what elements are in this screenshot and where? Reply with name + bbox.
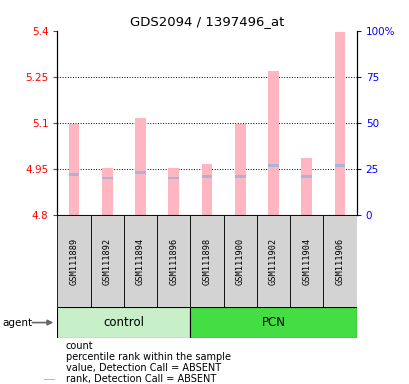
Text: GSM111896: GSM111896 [169, 237, 178, 285]
Bar [69, 173, 79, 176]
Bar [267, 164, 278, 167]
Bar [223, 215, 256, 307]
Bar [57, 215, 90, 307]
Bar [301, 158, 311, 215]
Bar [69, 124, 79, 215]
Bar [135, 171, 146, 174]
Bar [201, 164, 212, 215]
Text: GSM111898: GSM111898 [202, 237, 211, 285]
Text: value, Detection Call = ABSENT: value, Detection Call = ABSENT [65, 363, 220, 373]
Bar [301, 175, 311, 177]
Bar [168, 168, 179, 215]
Text: rank, Detection Call = ABSENT: rank, Detection Call = ABSENT [65, 374, 216, 384]
Bar [57, 307, 190, 338]
Bar [102, 177, 112, 179]
Text: PCN: PCN [261, 316, 285, 329]
Text: GSM111904: GSM111904 [301, 237, 310, 285]
Title: GDS2094 / 1397496_at: GDS2094 / 1397496_at [130, 15, 283, 28]
Text: GSM111906: GSM111906 [335, 237, 344, 285]
Bar [157, 215, 190, 307]
Bar [290, 215, 323, 307]
Text: control: control [103, 316, 144, 329]
Text: GSM111902: GSM111902 [268, 237, 277, 285]
Bar [334, 164, 344, 167]
Text: GSM111889: GSM111889 [70, 237, 79, 285]
Text: GSM111900: GSM111900 [235, 237, 244, 285]
Text: GSM111892: GSM111892 [103, 237, 112, 285]
Bar [334, 32, 344, 215]
Bar [201, 175, 212, 177]
Bar [135, 118, 146, 215]
Bar [234, 175, 245, 177]
Bar [90, 215, 124, 307]
Bar [124, 215, 157, 307]
Bar [256, 215, 290, 307]
Text: count: count [65, 341, 93, 351]
Bar [267, 71, 278, 215]
Bar [190, 307, 356, 338]
Bar [102, 168, 112, 215]
Bar [323, 215, 356, 307]
Text: GSM111894: GSM111894 [136, 237, 145, 285]
Bar [168, 177, 179, 179]
Text: percentile rank within the sample: percentile rank within the sample [65, 352, 230, 362]
Bar [190, 215, 223, 307]
Bar [234, 124, 245, 215]
Text: agent: agent [2, 318, 32, 328]
